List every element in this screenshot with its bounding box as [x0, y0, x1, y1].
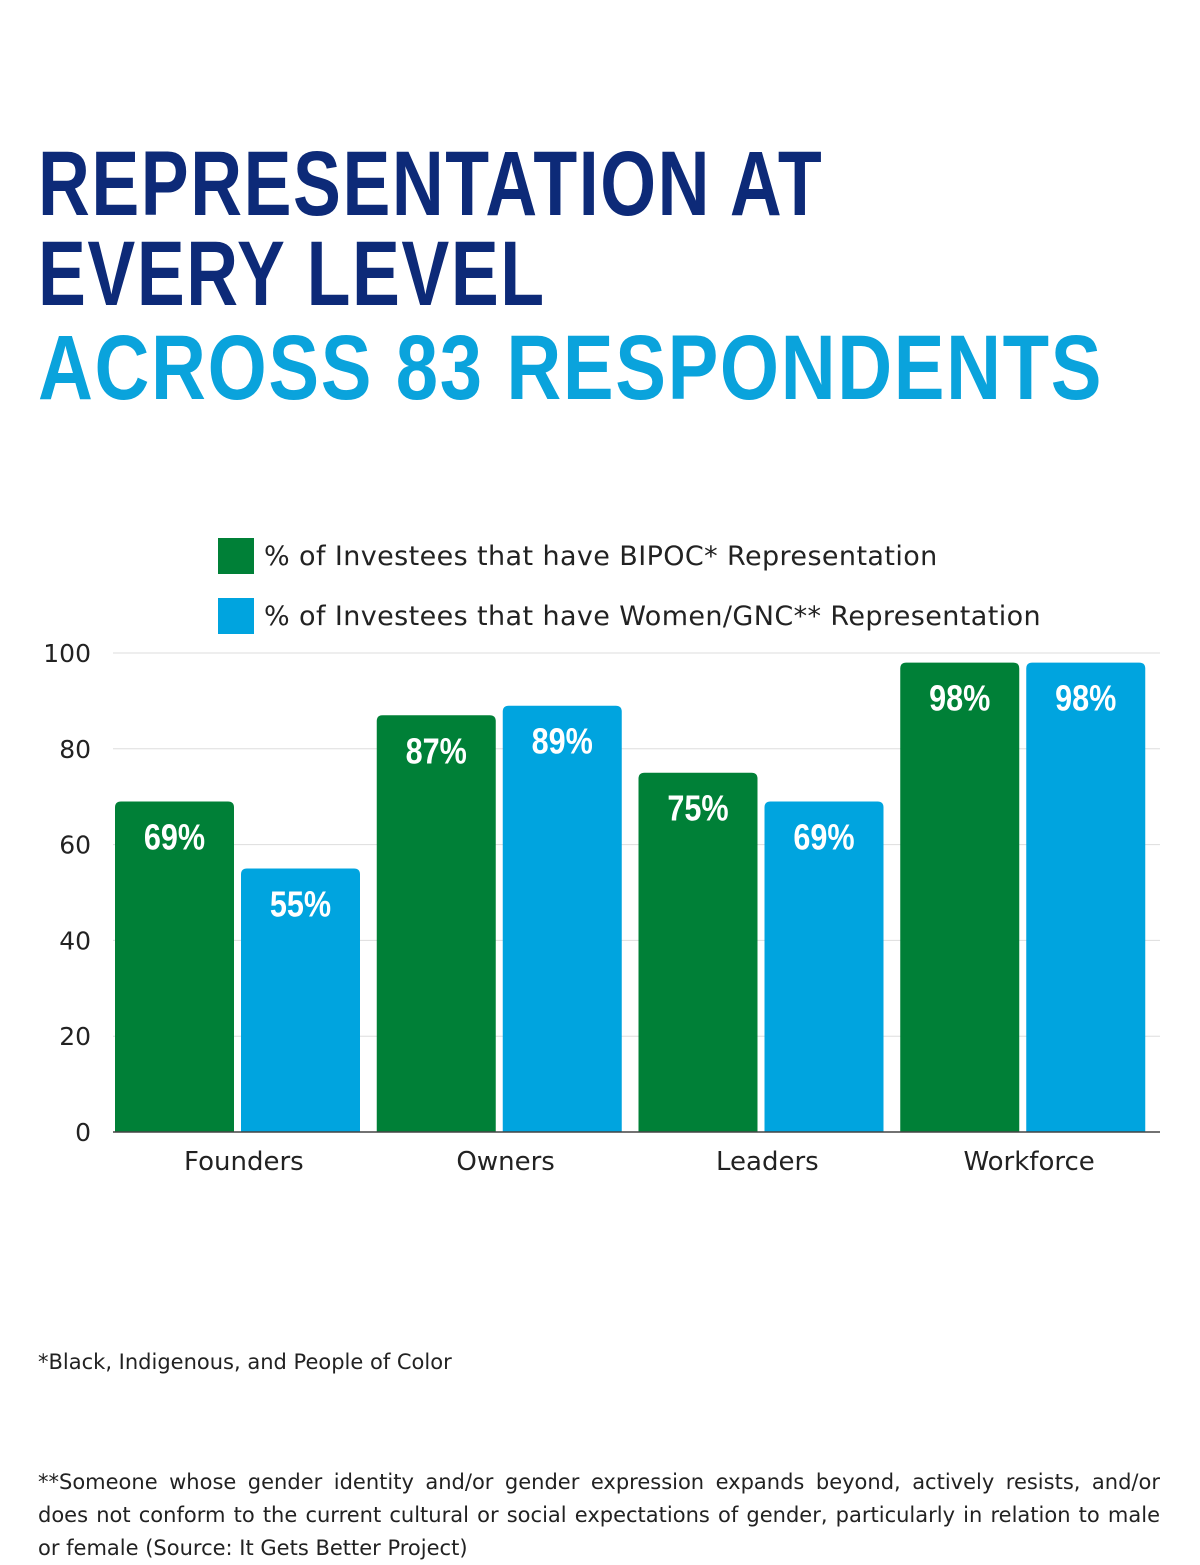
bar-leaders-series-1	[638, 772, 758, 1132]
legend-swatch-bipoc	[218, 538, 254, 574]
y-tick-label-80: 80	[59, 735, 91, 764]
bar-founders-series-2	[241, 868, 360, 1132]
legend-item-women-gnc: % of Investees that have Women/GNC** Rep…	[218, 598, 1041, 634]
bar-value-label-leaders-series-2: 69%	[793, 818, 854, 858]
bar-value-label-workforce-series-2: 98%	[1055, 679, 1116, 719]
bar-chart: 0 20 40 60 80 100 69% 55% Founders 87% 89% Owners 75…	[43, 639, 1160, 1177]
bar-value-label-owners-series-2: 89%	[532, 722, 593, 762]
bar-value-label-owners-series-1: 87%	[406, 732, 467, 772]
x-tick-label-leaders: Leaders	[716, 1147, 819, 1177]
bar-value-label-founders-series-2: 55%	[270, 885, 331, 925]
legend-item-bipoc: % of Investees that have BIPOC* Represen…	[218, 538, 938, 574]
footnote-gnc: **Someone whose gender identity and/or g…	[38, 1470, 1160, 1560]
x-tick-label-owners: Owners	[456, 1147, 554, 1177]
subtitle: ACROSS 83 RESPONDENTS	[38, 317, 1104, 419]
bar-value-label-workforce-series-1: 98%	[929, 679, 990, 719]
y-tick-label-0: 0	[75, 1118, 91, 1147]
footnote-bipoc: *Black, Indigenous, and People of Color	[38, 1350, 452, 1374]
bar-owners-series-2	[502, 705, 622, 1132]
y-tick-label-20: 20	[59, 1022, 91, 1051]
x-tick-label-founders: Founders	[184, 1147, 304, 1177]
bar-workforce-series-1	[900, 662, 1020, 1132]
y-tick-label-100: 100	[43, 639, 91, 668]
legend-swatch-women-gnc	[218, 598, 254, 634]
y-tick-label-60: 60	[59, 831, 91, 860]
bar-owners-series-1	[376, 715, 496, 1132]
legend-label-women-gnc: % of Investees that have Women/GNC** Rep…	[264, 600, 1042, 632]
x-tick-label-workforce: Workforce	[963, 1147, 1094, 1177]
bar-workforce-series-2	[1026, 662, 1146, 1132]
legend-label-bipoc: % of Investees that have BIPOC* Represen…	[264, 540, 938, 572]
bar-founders-series-1	[115, 801, 234, 1132]
bar-leaders-series-2	[764, 801, 884, 1132]
title-line-1: REPRESENTATION AT	[38, 133, 824, 235]
bar-value-label-founders-series-1: 69%	[144, 818, 205, 858]
bar-value-label-leaders-series-1: 75%	[667, 790, 728, 830]
title-line-2: EVERY LEVEL	[38, 223, 546, 325]
y-tick-label-40: 40	[59, 926, 91, 955]
